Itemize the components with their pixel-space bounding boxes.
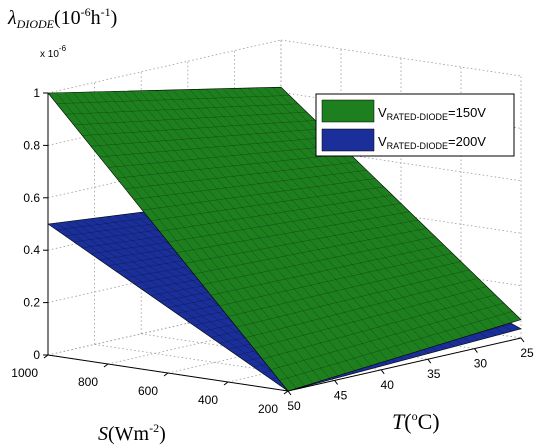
y-tick-label: 30 [474, 357, 488, 371]
legend-swatch-150v [321, 99, 375, 123]
mesh-line-t [214, 88, 455, 341]
grid-line-back-z [47, 39, 282, 94]
legend-swatch-200v [321, 128, 375, 152]
mesh-line-t [189, 89, 430, 348]
mesh-line-t [230, 88, 472, 336]
x-tick-mark [283, 390, 289, 395]
mesh-line-t [181, 89, 422, 351]
mesh-line-t [272, 87, 513, 323]
x-tick-mark [163, 372, 169, 377]
y-tick-mark [473, 348, 478, 353]
z-tick-label: 0.6 [23, 191, 40, 205]
mesh-line-t [197, 89, 438, 346]
legend-label-150v: VRATED-DIODE=150V [378, 105, 486, 122]
mesh-line-t [247, 87, 488, 330]
y-axis-label: T(oC) [392, 409, 440, 434]
mesh-line-s [185, 219, 419, 264]
z-tick-label: 0.4 [23, 243, 40, 257]
mesh-line-t [222, 88, 463, 338]
z-axis-label: λDIODE(10-6h-1) [7, 5, 117, 31]
x-axis-label: S(Wm-2) [98, 421, 166, 445]
mesh-line-s [270, 302, 504, 370]
z-tick-label: 1 [33, 86, 40, 100]
grid-line-side-z [280, 39, 522, 77]
mesh-line-s [219, 253, 453, 307]
grid-line-floor-t [94, 344, 335, 381]
y-tick-label: 35 [427, 367, 441, 381]
surface-150v [47, 86, 522, 392]
mesh-line-s [193, 228, 427, 275]
x-tick-mark [223, 381, 229, 386]
y-tick-mark [380, 369, 385, 375]
x-tick-label: 800 [78, 375, 98, 389]
mesh-line-s [245, 277, 479, 338]
mesh-line-s [236, 269, 470, 328]
y-tick-label: 50 [287, 399, 301, 413]
x-tick-label: 200 [258, 402, 278, 416]
x-tick-label: 1000 [11, 366, 38, 380]
mesh-line-t [172, 89, 413, 353]
x-tick-mark [43, 354, 49, 359]
x-tick-label: 600 [138, 384, 158, 398]
y-tick-mark [520, 337, 525, 343]
z-tick-label: 0.2 [23, 296, 40, 310]
y-tick-label: 45 [334, 388, 348, 402]
ticks-layer: 0 0.2 0.4 0.6 0.8 1 1000 800 600 400 200 25 30 35 40 45… [11, 86, 534, 416]
y-tick-mark [334, 380, 339, 385]
mesh-line-s [227, 261, 462, 317]
y-axis-line [287, 337, 522, 392]
mesh-line-s [253, 286, 487, 349]
y-tick-mark [287, 390, 292, 396]
x-tick-label: 400 [198, 393, 218, 407]
y-tick-label: 25 [520, 346, 534, 360]
mesh-line-t [164, 89, 405, 356]
mesh-line-t [239, 88, 480, 333]
mesh-line-s [279, 311, 513, 381]
mesh-line-s [262, 294, 496, 360]
y-tick-mark [427, 358, 432, 364]
z-tick-label: 0.8 [23, 138, 40, 152]
z-multiplier: x 10-6 [40, 44, 67, 60]
mesh-line-s [176, 211, 410, 253]
mesh-line-s [202, 236, 436, 285]
mesh-line-t [264, 87, 505, 325]
mesh-line-t [205, 88, 447, 343]
y-tick-label: 40 [381, 378, 395, 392]
legend: VRATED-DIODE=150V VRATED-DIODE=200V [315, 93, 515, 157]
surface-layer [47, 86, 522, 392]
legend-label-200v: VRATED-DIODE=200V [378, 134, 486, 151]
z-tick-label: 0 [33, 348, 40, 362]
x-tick-mark [103, 363, 109, 368]
mesh-line-t [255, 87, 497, 328]
mesh-line-s [210, 244, 444, 296]
